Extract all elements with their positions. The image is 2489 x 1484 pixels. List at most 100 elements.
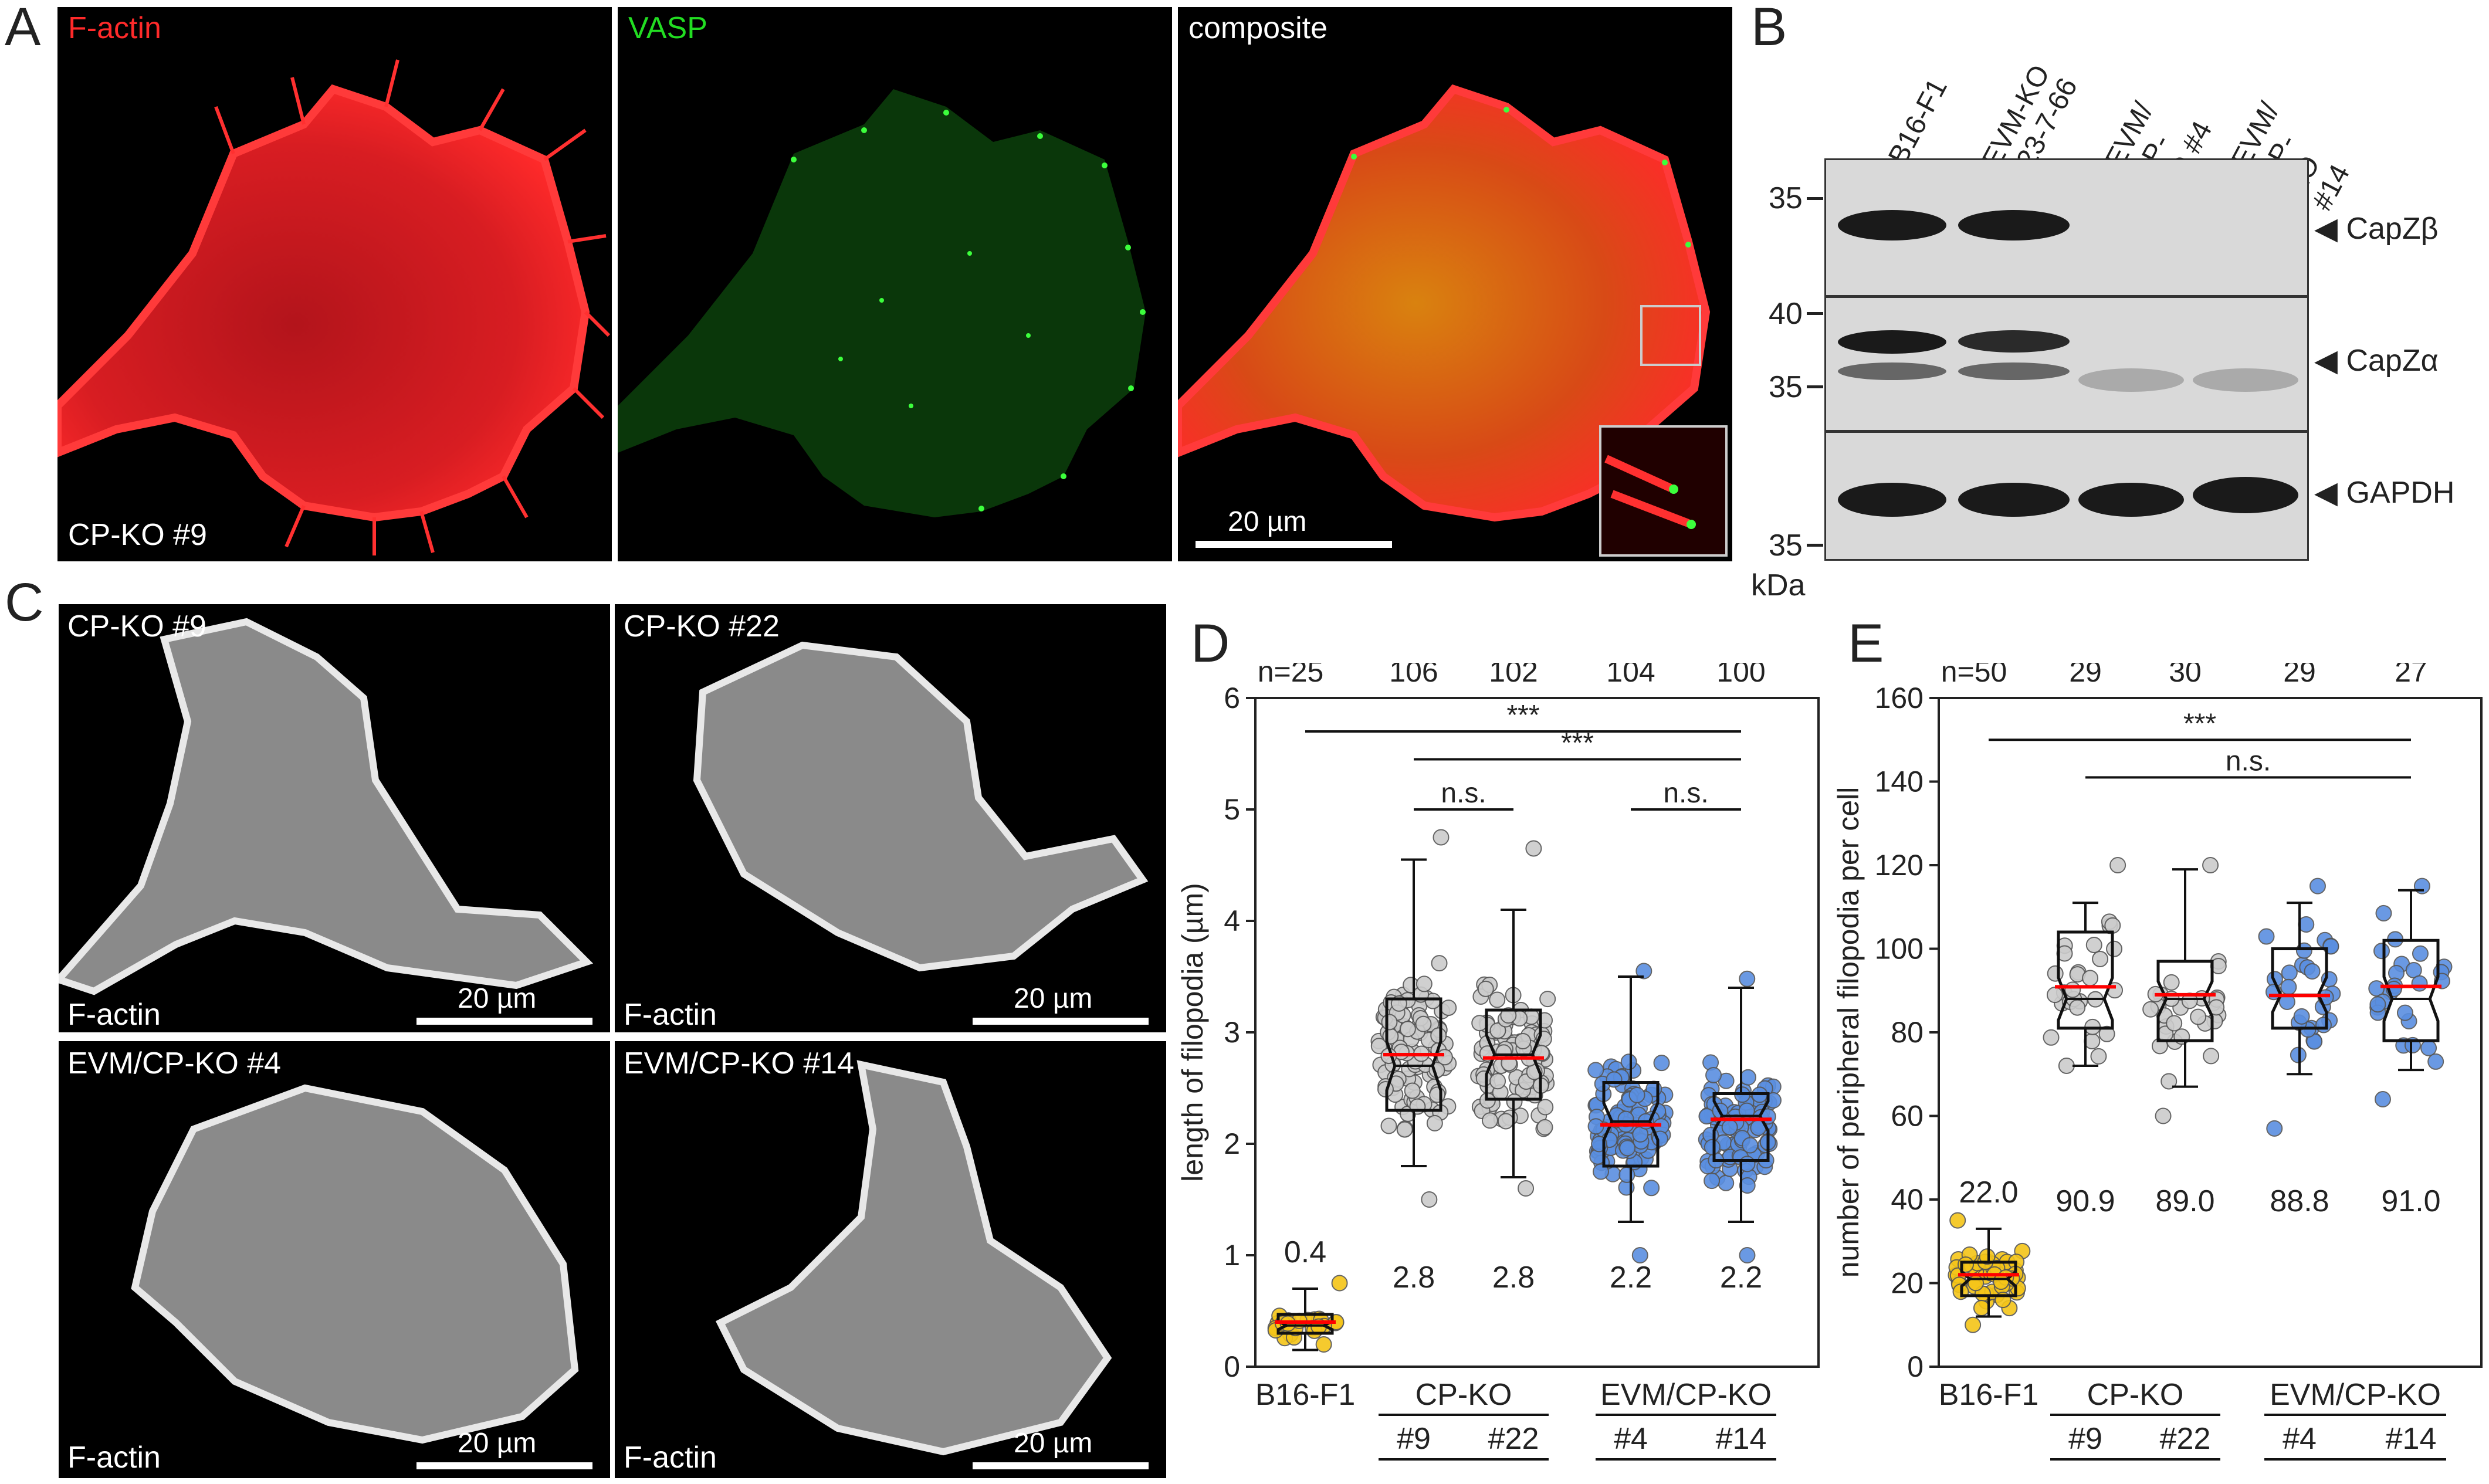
band	[2193, 477, 2298, 513]
cell-vasp-image	[618, 89, 1146, 517]
data-point	[1973, 1299, 1990, 1316]
band	[1958, 362, 2070, 380]
marker-35c: 35	[1769, 528, 1803, 563]
scale-bar	[973, 1462, 1149, 1469]
cell-label: CP-KO #9	[68, 518, 207, 552]
data-point	[1429, 1086, 1446, 1103]
band	[1838, 330, 1946, 354]
cell-image	[715, 1060, 1112, 1456]
data-point	[1525, 840, 1542, 857]
data-point	[1618, 1166, 1635, 1183]
y-tick-label: 20	[1891, 1267, 1924, 1300]
mean-value-label: 88.8	[2270, 1184, 2329, 1218]
data-point	[1628, 1086, 1645, 1103]
data-point	[2064, 981, 2081, 998]
panel-letter-a: A	[5, 0, 41, 57]
channel-label-factin: F-actin	[68, 11, 161, 45]
data-point	[1382, 1028, 1399, 1045]
data-point	[1489, 991, 1506, 1008]
x-category-label: #14	[2386, 1422, 2437, 1456]
data-point	[2315, 1017, 2332, 1034]
target-label: CapZβ	[2346, 212, 2439, 246]
marker-tick	[1807, 385, 1823, 388]
x-category-label: B16-F1	[1255, 1378, 1356, 1412]
data-point	[2368, 980, 2385, 997]
mean-value-label: 22.0	[1959, 1175, 2018, 1209]
data-point	[2396, 1004, 2413, 1021]
data-point	[2166, 1015, 2183, 1032]
x-category-label: #9	[2068, 1422, 2102, 1456]
cell-image	[693, 641, 1149, 972]
chart-d: 0 1 2 3 4 5 6 length of filopodia (µm) n=25 0.4 10…	[1173, 655, 1824, 1478]
x-group-label: CP-KO	[2087, 1378, 2184, 1412]
blot-target-capz-beta: ◀ CapZβ	[2314, 211, 2439, 246]
image-title: CP-KO #22	[624, 609, 780, 643]
significance-label: ***	[1506, 700, 1539, 731]
data-point	[2202, 857, 2219, 873]
box	[2057, 930, 2114, 1030]
x-group-label: CP-KO	[1415, 1378, 1512, 1412]
y-tick-label: 6	[1224, 682, 1240, 714]
data-point	[1481, 1112, 1498, 1129]
data-point	[2084, 1033, 2101, 1050]
data-point	[1619, 1140, 1636, 1157]
data-point	[1433, 829, 1450, 846]
y-tick-label: 60	[1891, 1100, 1924, 1133]
y-tick-label: 4	[1224, 904, 1240, 937]
unit-kda: kDa	[1751, 568, 1806, 602]
cell-factin-image	[57, 59, 611, 555]
data-point	[1587, 1062, 1604, 1079]
x-category-label: #22	[2160, 1422, 2211, 1456]
mean-value-label: 89.0	[2155, 1184, 2214, 1218]
data-point	[1979, 1248, 1996, 1265]
data-point	[1431, 955, 1448, 972]
y-tick-label: 3	[1224, 1016, 1240, 1049]
data-point	[1415, 975, 1433, 992]
blot-capz-alpha	[1824, 296, 2309, 432]
channel-label-composite: composite	[1188, 11, 1328, 45]
mean-value-label: 0.4	[1284, 1235, 1326, 1269]
n-label: 102	[1489, 663, 1538, 688]
n-label: 27	[2395, 663, 2427, 688]
zoom-region-box	[1640, 305, 1701, 366]
data-point	[2203, 1048, 2220, 1065]
data-point	[1399, 1021, 1416, 1038]
mean-value-label: 91.0	[2381, 1184, 2440, 1218]
data-point	[2046, 987, 2063, 1004]
data-point	[1537, 1099, 1554, 1116]
cell-image	[131, 1084, 579, 1444]
scale-bar-label: 20 µm	[1014, 983, 1093, 1014]
data-point	[1421, 1191, 1438, 1208]
significance-label: ***	[2183, 708, 2216, 739]
data-point	[1965, 1316, 1982, 1333]
box	[1276, 1313, 1334, 1335]
cell-image	[59, 618, 594, 995]
data-point	[2163, 974, 2180, 991]
y-tick-label: 120	[1875, 849, 1924, 882]
n-label: 30	[2169, 663, 2202, 688]
stain-label: F-actin	[624, 998, 717, 1032]
x-category-label: #4	[1614, 1422, 1648, 1456]
band	[1838, 483, 1946, 517]
chart-e-svg: 0 20 40 60 80 100 120 140 160 number of periphera…	[1832, 655, 2483, 1461]
n-label: 29	[2069, 663, 2102, 688]
data-point	[1739, 1177, 1756, 1194]
n-label: 100	[1716, 663, 1765, 688]
data-point	[1643, 1180, 1660, 1197]
data-point	[1515, 1033, 1532, 1050]
data-point	[2069, 999, 2086, 1016]
chart-e: 0 20 40 60 80 100 120 140 160 number of periphera…	[1830, 655, 2489, 1478]
marker-35: 35	[1769, 181, 1803, 215]
data-point	[2290, 1046, 2307, 1063]
x-category-label: #22	[1488, 1422, 1539, 1456]
micrograph-composite: composite 20 µm	[1178, 7, 1732, 561]
y-axis-label: length of filopodia (µm)	[1176, 883, 1209, 1182]
data-point	[2092, 950, 2109, 967]
n-label: 106	[1389, 663, 1438, 688]
marker-tick	[1807, 197, 1823, 200]
box	[1602, 1081, 1660, 1168]
band	[1958, 483, 2070, 517]
x-category-label: #9	[1397, 1422, 1431, 1456]
y-tick-label: 80	[1891, 1016, 1924, 1049]
box	[2271, 947, 2328, 1030]
